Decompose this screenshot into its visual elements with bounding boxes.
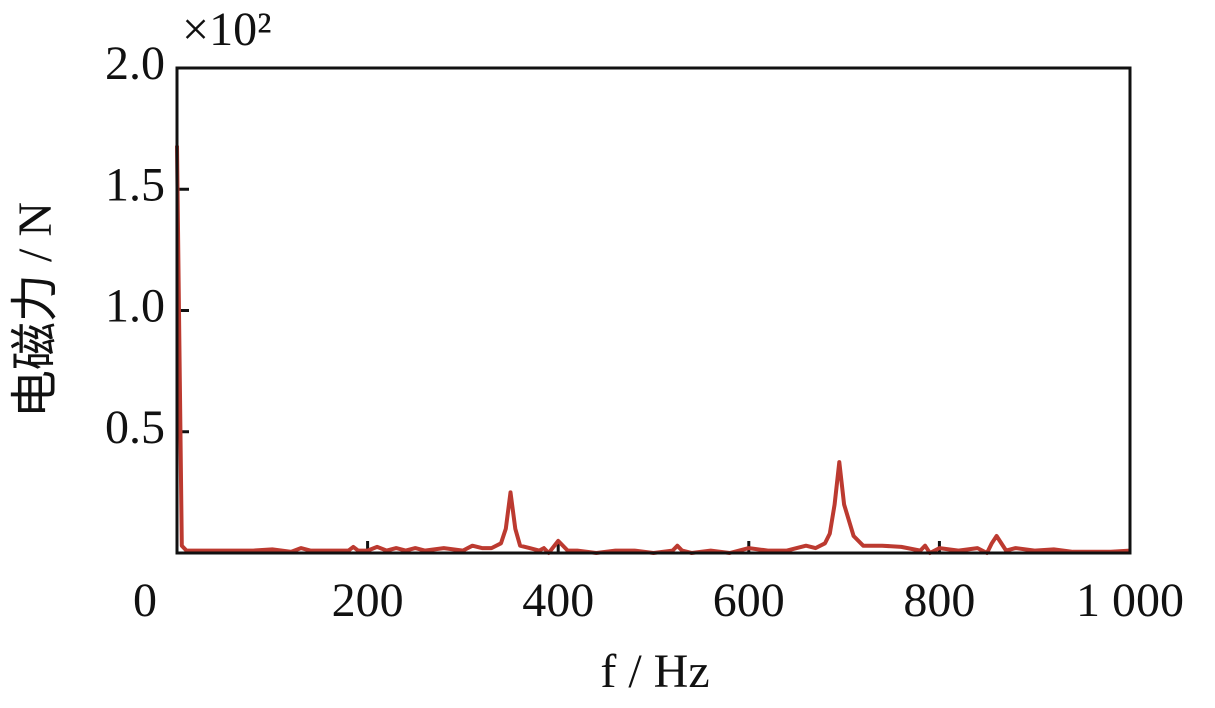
data-line [175, 145, 1131, 555]
y-tick-label: 1.5 [105, 158, 165, 211]
x-tick-label: 200 [332, 574, 404, 627]
y-multiplier: ×10² [182, 3, 271, 56]
x-tick-label: 0 [133, 574, 157, 627]
x-tick-label: 600 [713, 574, 785, 627]
x-axis-label: f / Hz [600, 645, 709, 698]
y-tick-label: 1.0 [105, 280, 165, 333]
y-axis-label: 电磁力 / N [9, 202, 62, 418]
y-tick-label: 2.0 [105, 37, 165, 90]
x-tick-label: 400 [522, 574, 594, 627]
x-tick-label: 800 [903, 574, 975, 627]
y-tick-label: 0.5 [105, 401, 165, 454]
x-tick-label: 1 000 [1076, 574, 1184, 627]
plot-frame [175, 66, 1132, 555]
